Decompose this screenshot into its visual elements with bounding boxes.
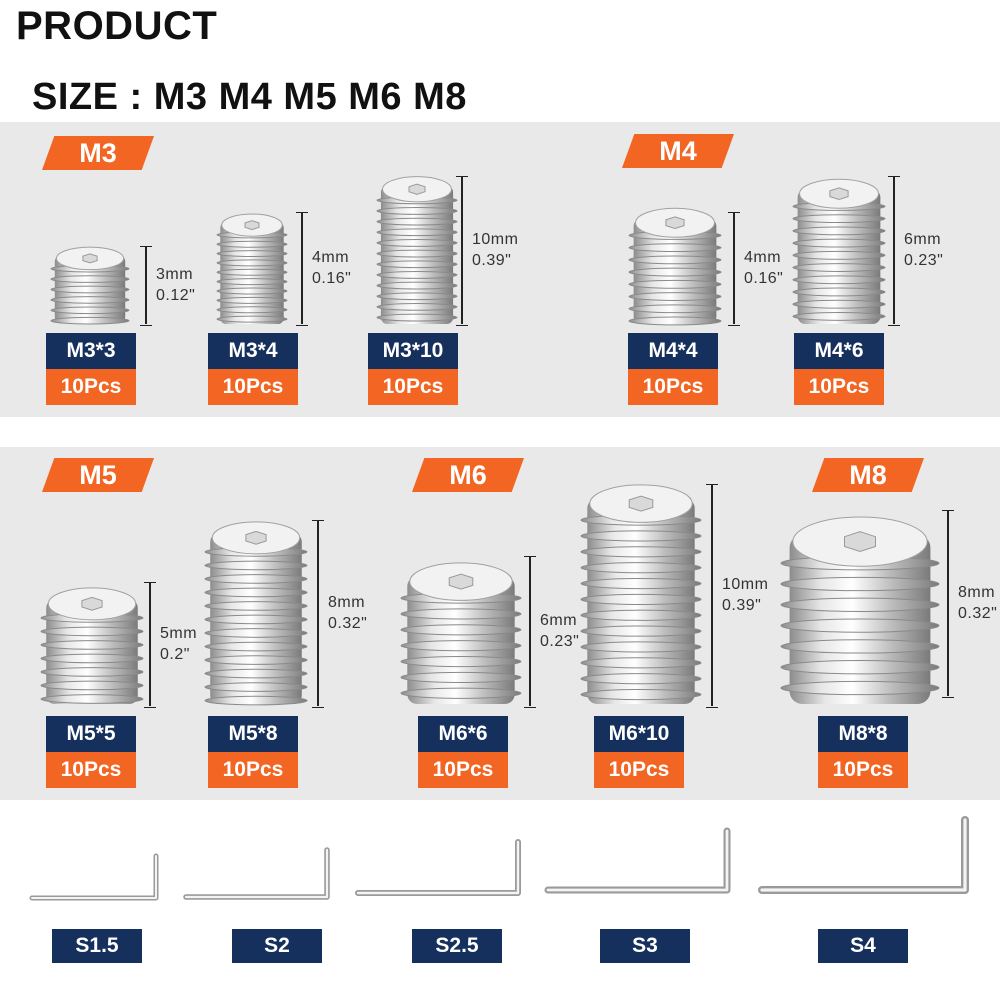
- size-name: M4*6: [794, 333, 884, 369]
- screw-image: [400, 556, 522, 706]
- size-line: SIZE : M3 M4 M5 M6 M8: [32, 76, 467, 118]
- size-label: M3*3 10Pcs: [46, 333, 136, 405]
- dim-mm: 4mm: [744, 249, 782, 266]
- screw-image: [216, 210, 288, 326]
- dim-inch: 0.32": [958, 605, 998, 622]
- size-qty: 10Pcs: [46, 369, 136, 405]
- set-screw-icon: [628, 207, 722, 326]
- size-qty: 10Pcs: [794, 369, 884, 405]
- size-label: M3*4 10Pcs: [208, 333, 298, 405]
- hex-key-label: S2: [232, 929, 322, 963]
- screw-image: [50, 243, 130, 325]
- screw-image: [780, 508, 940, 706]
- dim-inch: 0.2": [160, 646, 190, 663]
- dim-inch: 0.23": [904, 252, 944, 269]
- size-label: M4*6 10Pcs: [794, 333, 884, 405]
- set-screw-icon: [216, 213, 288, 324]
- dim-inch: 0.23": [540, 633, 580, 650]
- dim-mm: 6mm: [540, 612, 578, 629]
- set-screw-icon: [204, 521, 308, 706]
- size-label: M6*10 10Pcs: [594, 716, 684, 788]
- screw-image: [792, 174, 886, 326]
- dim-inch: 0.16": [744, 270, 784, 287]
- group-tag-m5: M5: [42, 458, 154, 492]
- dim-mm: 6mm: [904, 231, 942, 248]
- dim-mm: 10mm: [472, 231, 519, 248]
- size-name: M5*8: [208, 716, 298, 752]
- size-qty: 10Pcs: [818, 752, 908, 788]
- dim-mm: 10mm: [722, 576, 769, 593]
- set-screw-icon: [780, 516, 940, 704]
- set-screw-icon: [792, 178, 886, 324]
- dim-mm: 5mm: [160, 625, 198, 642]
- screw-image: [40, 582, 144, 706]
- size-label: M6*6 10Pcs: [418, 716, 508, 788]
- size-label: M5*5 10Pcs: [46, 716, 136, 788]
- set-screw-icon: [50, 246, 130, 325]
- size-name: M5*5: [46, 716, 136, 752]
- set-screw-icon: [580, 484, 702, 704]
- size-name: M4*4: [628, 333, 718, 369]
- size-qty: 10Pcs: [594, 752, 684, 788]
- size-name: M3*10: [368, 333, 458, 369]
- size-qty: 10Pcs: [208, 369, 298, 405]
- size-name: M6*6: [418, 716, 508, 752]
- dim-inch: 0.16": [312, 270, 352, 287]
- dim-mm: 4mm: [312, 249, 350, 266]
- set-screw-icon: [400, 562, 522, 704]
- dim-inch: 0.39": [722, 597, 762, 614]
- size-name: M8*8: [818, 716, 908, 752]
- hex-key-label: S2.5: [412, 929, 502, 963]
- size-name: M6*10: [594, 716, 684, 752]
- screw-image: [376, 172, 458, 326]
- screw-image: [580, 478, 702, 706]
- screw-image: [628, 203, 722, 326]
- group-tag-m8: M8: [812, 458, 924, 492]
- product-heading: PRODUCT: [16, 4, 218, 48]
- size-name: M3*4: [208, 333, 298, 369]
- size-qty: 10Pcs: [418, 752, 508, 788]
- dim-inch: 0.39": [472, 252, 512, 269]
- hex-key-label: S4: [818, 929, 908, 963]
- size-qty: 10Pcs: [628, 369, 718, 405]
- size-label: M3*10 10Pcs: [368, 333, 458, 405]
- size-label: M8*8 10Pcs: [818, 716, 908, 788]
- hex-key-label: S3: [600, 929, 690, 963]
- size-qty: 10Pcs: [46, 752, 136, 788]
- dim-inch: 0.32": [328, 615, 368, 632]
- group-tag-m4: M4: [622, 134, 734, 168]
- size-label: M5*8 10Pcs: [208, 716, 298, 788]
- dim-mm: 3mm: [156, 266, 194, 283]
- dim-mm: 8mm: [328, 594, 366, 611]
- set-screw-icon: [40, 587, 144, 704]
- group-tag-m6: M6: [412, 458, 524, 492]
- screw-image: [204, 516, 308, 706]
- set-screw-icon: [376, 176, 458, 324]
- size-qty: 10Pcs: [208, 752, 298, 788]
- group-tag-m3: M3: [42, 136, 154, 170]
- size-label: M4*4 10Pcs: [628, 333, 718, 405]
- dim-inch: 0.12": [156, 287, 196, 304]
- size-qty: 10Pcs: [368, 369, 458, 405]
- size-name: M3*3: [46, 333, 136, 369]
- dim-mm: 8mm: [958, 584, 996, 601]
- hex-key-label: S1.5: [52, 929, 142, 963]
